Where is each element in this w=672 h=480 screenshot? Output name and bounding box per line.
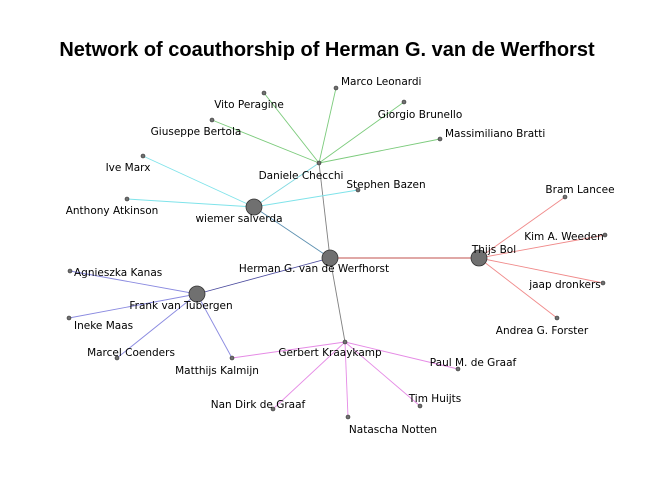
- node-atkinson: [124, 196, 130, 202]
- node-bol: [470, 249, 488, 267]
- node-label-dronkers: jaap dronkers: [528, 279, 601, 291]
- node-lancee: [562, 194, 568, 200]
- node-label-degraaf_n: Nan Dirk de Graaf: [211, 399, 306, 411]
- node-bertola: [209, 117, 215, 123]
- node-notten: [345, 414, 351, 420]
- edge-bol-dronkers: [478, 257, 604, 284]
- node-weeden: [602, 232, 608, 238]
- node-label-salverda: wiemer salverda: [195, 213, 282, 225]
- node-bratti: [437, 136, 443, 142]
- node-label-brunello: Giorgio Brunello: [378, 109, 463, 121]
- edge-chechi-salverda: [253, 162, 320, 208]
- edge-tubergen-kanas: [69, 270, 198, 295]
- node-label-bratti: Massimiliano Bratti: [445, 128, 545, 140]
- node-label-atkinson: Anthony Atkinson: [66, 205, 159, 217]
- node-label-lancee: Bram Lancee: [545, 184, 614, 196]
- node-label-huijts: Tim Huijts: [408, 393, 462, 405]
- edges-layer: [68, 87, 606, 418]
- node-maas: [66, 315, 72, 321]
- edge-herman-chechi: [318, 162, 331, 259]
- node-label-bazen: Stephen Bazen: [346, 179, 425, 191]
- edge-tubergen-kalmijn: [196, 293, 233, 359]
- edge-tubergen-coenders: [116, 293, 198, 359]
- edge-kraaykamp-degraaf_n: [272, 341, 346, 410]
- node-label-bertola: Giuseppe Bertola: [151, 126, 242, 138]
- edge-bol-lancee: [478, 196, 566, 259]
- node-label-coenders: Marcel Coenders: [87, 347, 175, 359]
- diagram-title: Network of coauthorship of Herman G. van…: [59, 39, 595, 61]
- node-coenders: [114, 355, 120, 361]
- node-label-chechi: Daniele Checchi: [259, 170, 344, 182]
- node-label-maas: Ineke Maas: [74, 320, 133, 332]
- node-label-leonardi: Marco Leonardi: [341, 76, 421, 88]
- node-label-degraaf_p: Paul M. de Graaf: [430, 357, 517, 369]
- edge-chechi-bertola: [211, 119, 320, 164]
- nodes-layer: [66, 85, 608, 420]
- edge-herman-salverda: [253, 206, 331, 259]
- edge-chechi-peragine: [263, 92, 320, 164]
- edge-herman-tubergen: [196, 257, 331, 295]
- node-dronkers: [600, 280, 606, 286]
- node-bazen: [355, 187, 361, 193]
- node-label-notten: Natascha Notten: [349, 424, 437, 436]
- node-degraaf_n: [270, 406, 276, 412]
- node-label-marx: Ive Marx: [106, 162, 151, 174]
- node-chechi: [316, 160, 322, 166]
- node-label-kanas: Agnieszka Kanas: [74, 267, 162, 279]
- edge-salverda-atkinson: [126, 198, 255, 208]
- node-kanas: [67, 268, 73, 274]
- node-huijts: [417, 403, 423, 409]
- node-label-forster: Andrea G. Forster: [496, 325, 589, 337]
- node-herman: [321, 249, 339, 267]
- node-tubergen: [188, 285, 206, 303]
- node-kalmijn: [229, 355, 235, 361]
- node-label-bol: Thijs Bol: [471, 244, 516, 256]
- edge-herman-kraaykamp: [329, 257, 346, 343]
- node-label-kalmijn: Matthijs Kalmijn: [175, 365, 259, 377]
- node-forster: [554, 315, 560, 321]
- labels-layer: Herman G. van de Werfhorst Daniele Checch…: [66, 76, 615, 436]
- edge-kraaykamp-huijts: [344, 341, 421, 407]
- node-kraaykamp: [342, 339, 348, 345]
- node-label-kraaykamp: Gerbert Kraaykamp: [278, 347, 382, 359]
- node-label-peragine: Vito Peragine: [214, 99, 284, 111]
- node-label-herman: Herman G. van de Werfhorst: [239, 263, 389, 275]
- edge-bol-weeden: [478, 234, 606, 259]
- node-brunello: [401, 99, 407, 105]
- edge-bol-forster: [478, 257, 558, 319]
- node-leonardi: [333, 85, 339, 91]
- edge-tubergen-maas: [68, 293, 198, 319]
- node-marx: [140, 153, 146, 159]
- node-label-tubergen: Frank van Tubergen: [129, 300, 232, 312]
- node-salverda: [245, 198, 263, 216]
- node-label-weeden: Kim A. Weeden: [524, 231, 604, 243]
- node-peragine: [261, 90, 267, 96]
- edge-salverda-bazen: [253, 189, 359, 208]
- edge-kraaykamp-kalmijn: [231, 341, 346, 359]
- edge-salverda-marx: [142, 155, 255, 208]
- node-degraaf_p: [455, 366, 461, 372]
- edge-chechi-bratti: [318, 138, 441, 164]
- edge-kraaykamp-degraaf_p: [344, 341, 459, 370]
- edge-kraaykamp-notten: [344, 341, 349, 418]
- edge-chechi-brunello: [318, 101, 405, 164]
- edge-chechi-leonardi: [318, 87, 337, 164]
